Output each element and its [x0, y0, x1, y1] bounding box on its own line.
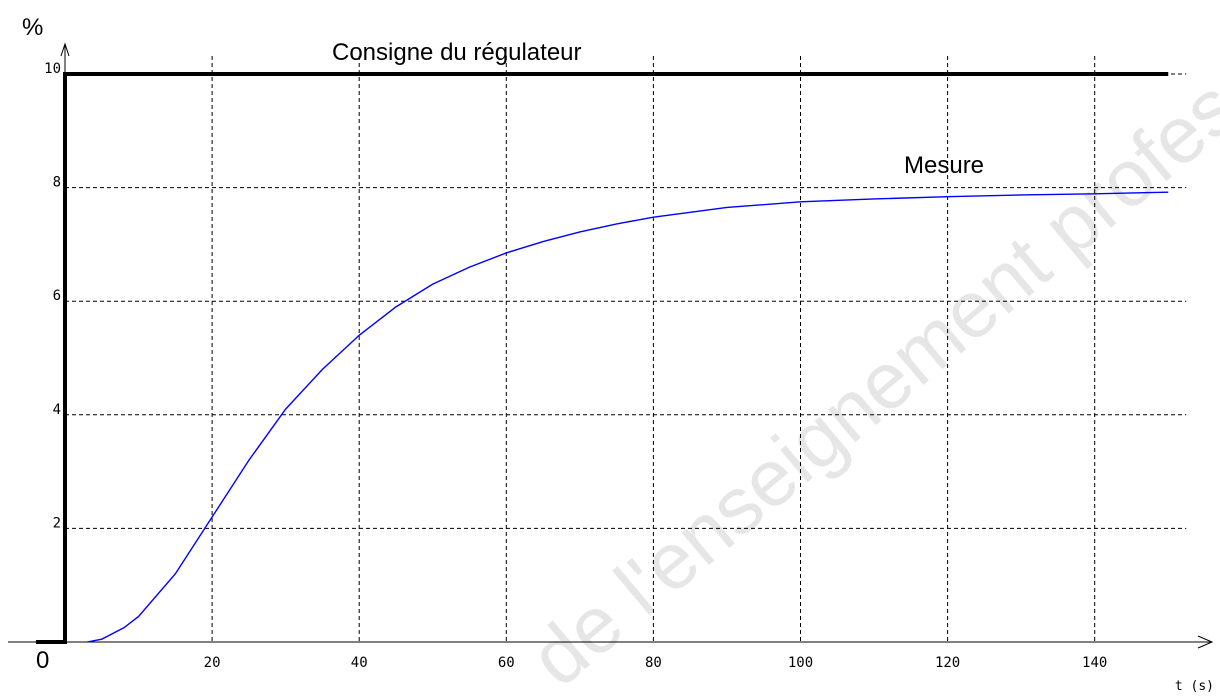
- setpoint-series-label: Consigne du régulateur: [332, 39, 582, 66]
- x-tick-label: 20: [204, 655, 221, 671]
- y-tick-label: 4: [53, 402, 61, 418]
- origin-label: 0: [36, 647, 49, 674]
- watermark: de l'enseignement professionnel: [514, 0, 1220, 700]
- x-tick-label: 120: [935, 655, 960, 671]
- x-tick-label: 100: [788, 655, 813, 671]
- x-tick-label: 60: [498, 655, 515, 671]
- measure-series-label: Mesure: [904, 152, 984, 179]
- labels: 20 40 60 80 100 120 140 2 4 6 8 10% t (s) 0 Consigne d…: [22, 14, 1214, 694]
- x-axis-arrow: [1197, 635, 1214, 649]
- x-tick-label: 140: [1082, 655, 1107, 671]
- measure-line: [86, 191, 1169, 643]
- setpoint-line: [36, 72, 1169, 644]
- y-tick-label: 6: [53, 288, 61, 304]
- y-tick-label: 2: [53, 515, 61, 531]
- y-tick-label: 8: [53, 175, 61, 191]
- y-axis-arrow: [60, 42, 70, 57]
- x-axis-label: t (s): [1175, 679, 1214, 694]
- x-tick-label: 40: [351, 655, 368, 671]
- x-tick-label: 80: [645, 655, 662, 671]
- y-tick-label: 10: [44, 61, 61, 77]
- series-layer: [36, 72, 1169, 644]
- y-axis-label: %: [22, 14, 43, 41]
